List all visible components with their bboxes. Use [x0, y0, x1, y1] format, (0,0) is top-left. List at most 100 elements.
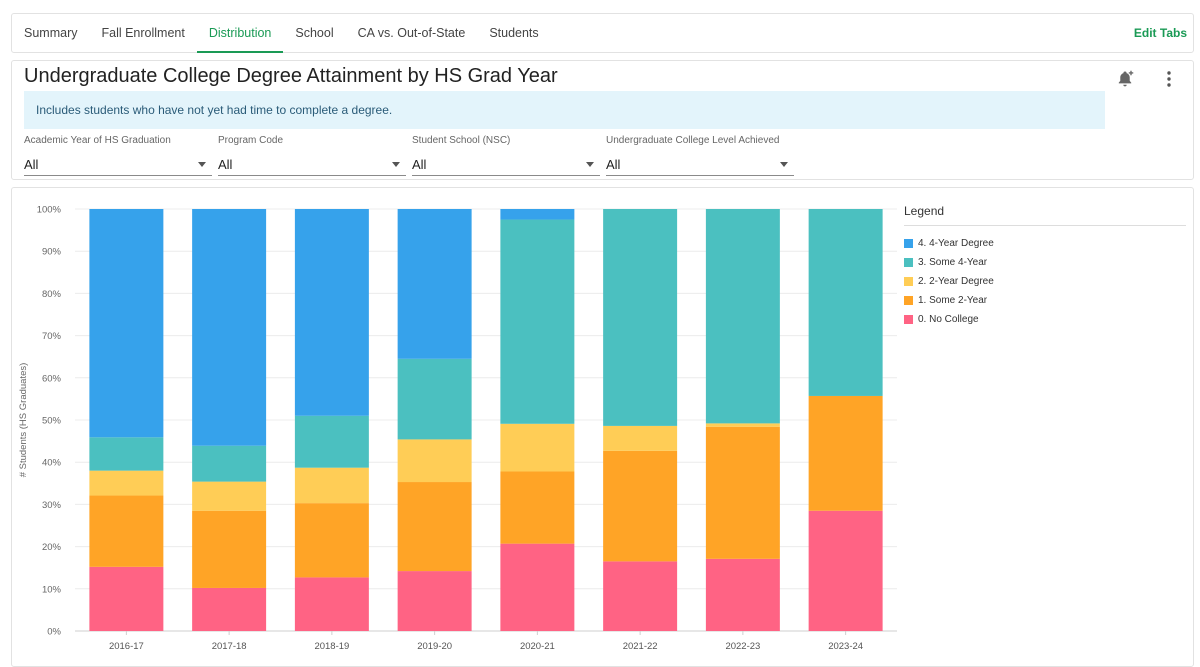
bar-segment [500, 471, 575, 544]
bar-segment [89, 566, 164, 631]
bar-segment [89, 470, 164, 496]
filter-program-code-select[interactable]: All [218, 154, 406, 176]
tab-bar: Summary Fall Enrollment Distribution Sch… [11, 13, 1194, 53]
chevron-down-icon [586, 162, 594, 167]
tab-distribution[interactable]: Distribution [196, 14, 284, 53]
legend-swatch [904, 258, 913, 267]
y-tick-label: 100% [37, 205, 62, 216]
filter-college-level: Undergraduate College Level Achieved All [606, 135, 794, 176]
legend-item[interactable]: 1. Some 2-Year [904, 291, 1186, 310]
y-tick-label: 10% [42, 584, 62, 595]
bar-segment [808, 395, 883, 511]
y-tick-label: 60% [42, 373, 62, 384]
y-tick-label: 30% [42, 500, 62, 511]
bar-segment [603, 450, 678, 562]
filter-student-school-select[interactable]: All [412, 154, 600, 176]
y-tick-label: 80% [42, 289, 62, 300]
legend-label: 0. No College [918, 314, 979, 325]
bar-segment [397, 571, 472, 631]
bar-segment [397, 439, 472, 483]
x-tick-label: 2020-21 [520, 641, 555, 652]
filter-label: Program Code [218, 135, 284, 146]
legend-swatch [904, 315, 913, 324]
bar-segment [603, 561, 678, 631]
filter-value: All [606, 157, 621, 172]
bar-segment [500, 543, 575, 631]
filter-academic-year-select[interactable]: All [24, 154, 212, 176]
tab-ca-vs-out-of-state[interactable]: CA vs. Out-of-State [357, 26, 466, 40]
page-title: Undergraduate College Degree Attainment … [24, 65, 558, 87]
legend-item[interactable]: 2. 2-Year Degree [904, 272, 1186, 291]
y-tick-label: 50% [42, 416, 62, 427]
filter-label: Student School (NSC) [412, 135, 511, 146]
bar-segment [705, 426, 780, 559]
filter-value: All [412, 157, 427, 172]
bar-segment [705, 209, 780, 424]
edit-tabs-button[interactable]: Edit Tabs [1133, 26, 1187, 40]
bar-segment [500, 423, 575, 472]
tab-fall-enrollment[interactable]: Fall Enrollment [101, 26, 185, 40]
filter-student-school: Student School (NSC) All [412, 135, 600, 176]
bar-segment [192, 209, 267, 446]
info-banner: Includes students who have not yet had t… [24, 91, 1105, 129]
header-actions [1115, 69, 1179, 89]
filter-value: All [24, 157, 39, 172]
bar-segment [192, 510, 267, 588]
bar-segment [294, 415, 369, 468]
legend-label: 2. 2-Year Degree [918, 276, 994, 287]
legend-swatch [904, 277, 913, 286]
bar-segment [294, 209, 369, 416]
report-header: Undergraduate College Degree Attainment … [11, 60, 1194, 180]
legend-item[interactable]: 0. No College [904, 310, 1186, 329]
more-vert-icon[interactable] [1159, 69, 1179, 89]
legend-label: 4. 4-Year Degree [918, 238, 994, 249]
y-tick-label: 90% [42, 247, 62, 258]
bar-segment [89, 437, 164, 471]
bell-plus-icon[interactable] [1115, 69, 1135, 89]
stacked-bar-chart: 0% 10% 20% 30% 40% 50% 60% 70% 80% 90% 100% # Stude… [18, 205, 897, 652]
x-tick-label: 2016-17 [109, 641, 144, 652]
legend-item[interactable]: 3. Some 4-Year [904, 253, 1186, 272]
bar-segment [89, 209, 164, 438]
filter-label: Academic Year of HS Graduation [24, 135, 171, 146]
bar-segment [603, 425, 678, 451]
filter-value: All [218, 157, 233, 172]
chart-card: 0% 10% 20% 30% 40% 50% 60% 70% 80% 90% 100% # Stude… [11, 187, 1194, 667]
filter-label: Undergraduate College Level Achieved [606, 135, 780, 146]
bar-segment [705, 558, 780, 631]
x-tick-label: 2021-22 [623, 641, 658, 652]
legend-swatch [904, 296, 913, 305]
y-tick-label: 40% [42, 458, 62, 469]
legend-swatch [904, 239, 913, 248]
bar-segment [397, 209, 472, 359]
y-axis-label: # Students (HS Graduates) [18, 363, 29, 478]
x-tick-label: 2019-20 [417, 641, 452, 652]
y-tick-label: 0% [47, 627, 61, 638]
tab-summary[interactable]: Summary [24, 26, 78, 40]
bar-segment [500, 209, 575, 220]
chevron-down-icon [392, 162, 400, 167]
bar-segment [192, 481, 267, 511]
x-tick-label: 2022-23 [725, 641, 760, 652]
legend-item[interactable]: 4. 4-Year Degree [904, 234, 1186, 253]
bar-segment [500, 219, 575, 424]
legend-label: 3. Some 4-Year [918, 257, 988, 268]
legend-label: 1. Some 2-Year [918, 295, 988, 306]
bar-segment [192, 445, 267, 482]
filter-academic-year: Academic Year of HS Graduation All [24, 135, 212, 176]
tab-students[interactable]: Students [489, 26, 539, 40]
bar-segment [705, 423, 780, 427]
tab-school[interactable]: School [295, 26, 334, 40]
legend-title: Legend [904, 204, 1186, 226]
bar-segment [808, 209, 883, 396]
filter-college-level-select[interactable]: All [606, 154, 794, 176]
y-tick-label: 70% [42, 331, 62, 342]
legend: Legend 4. 4-Year Degree 3. Some 4-Year 2. … [904, 204, 1186, 329]
x-tick-label: 2023-24 [828, 641, 863, 652]
bar-segment [397, 358, 472, 440]
chevron-down-icon [198, 162, 206, 167]
bar-segment [294, 503, 369, 578]
bar-segment [808, 510, 883, 631]
legend-items: 4. 4-Year Degree 3. Some 4-Year 2. 2-Year … [904, 234, 1186, 329]
chevron-down-icon [780, 162, 788, 167]
